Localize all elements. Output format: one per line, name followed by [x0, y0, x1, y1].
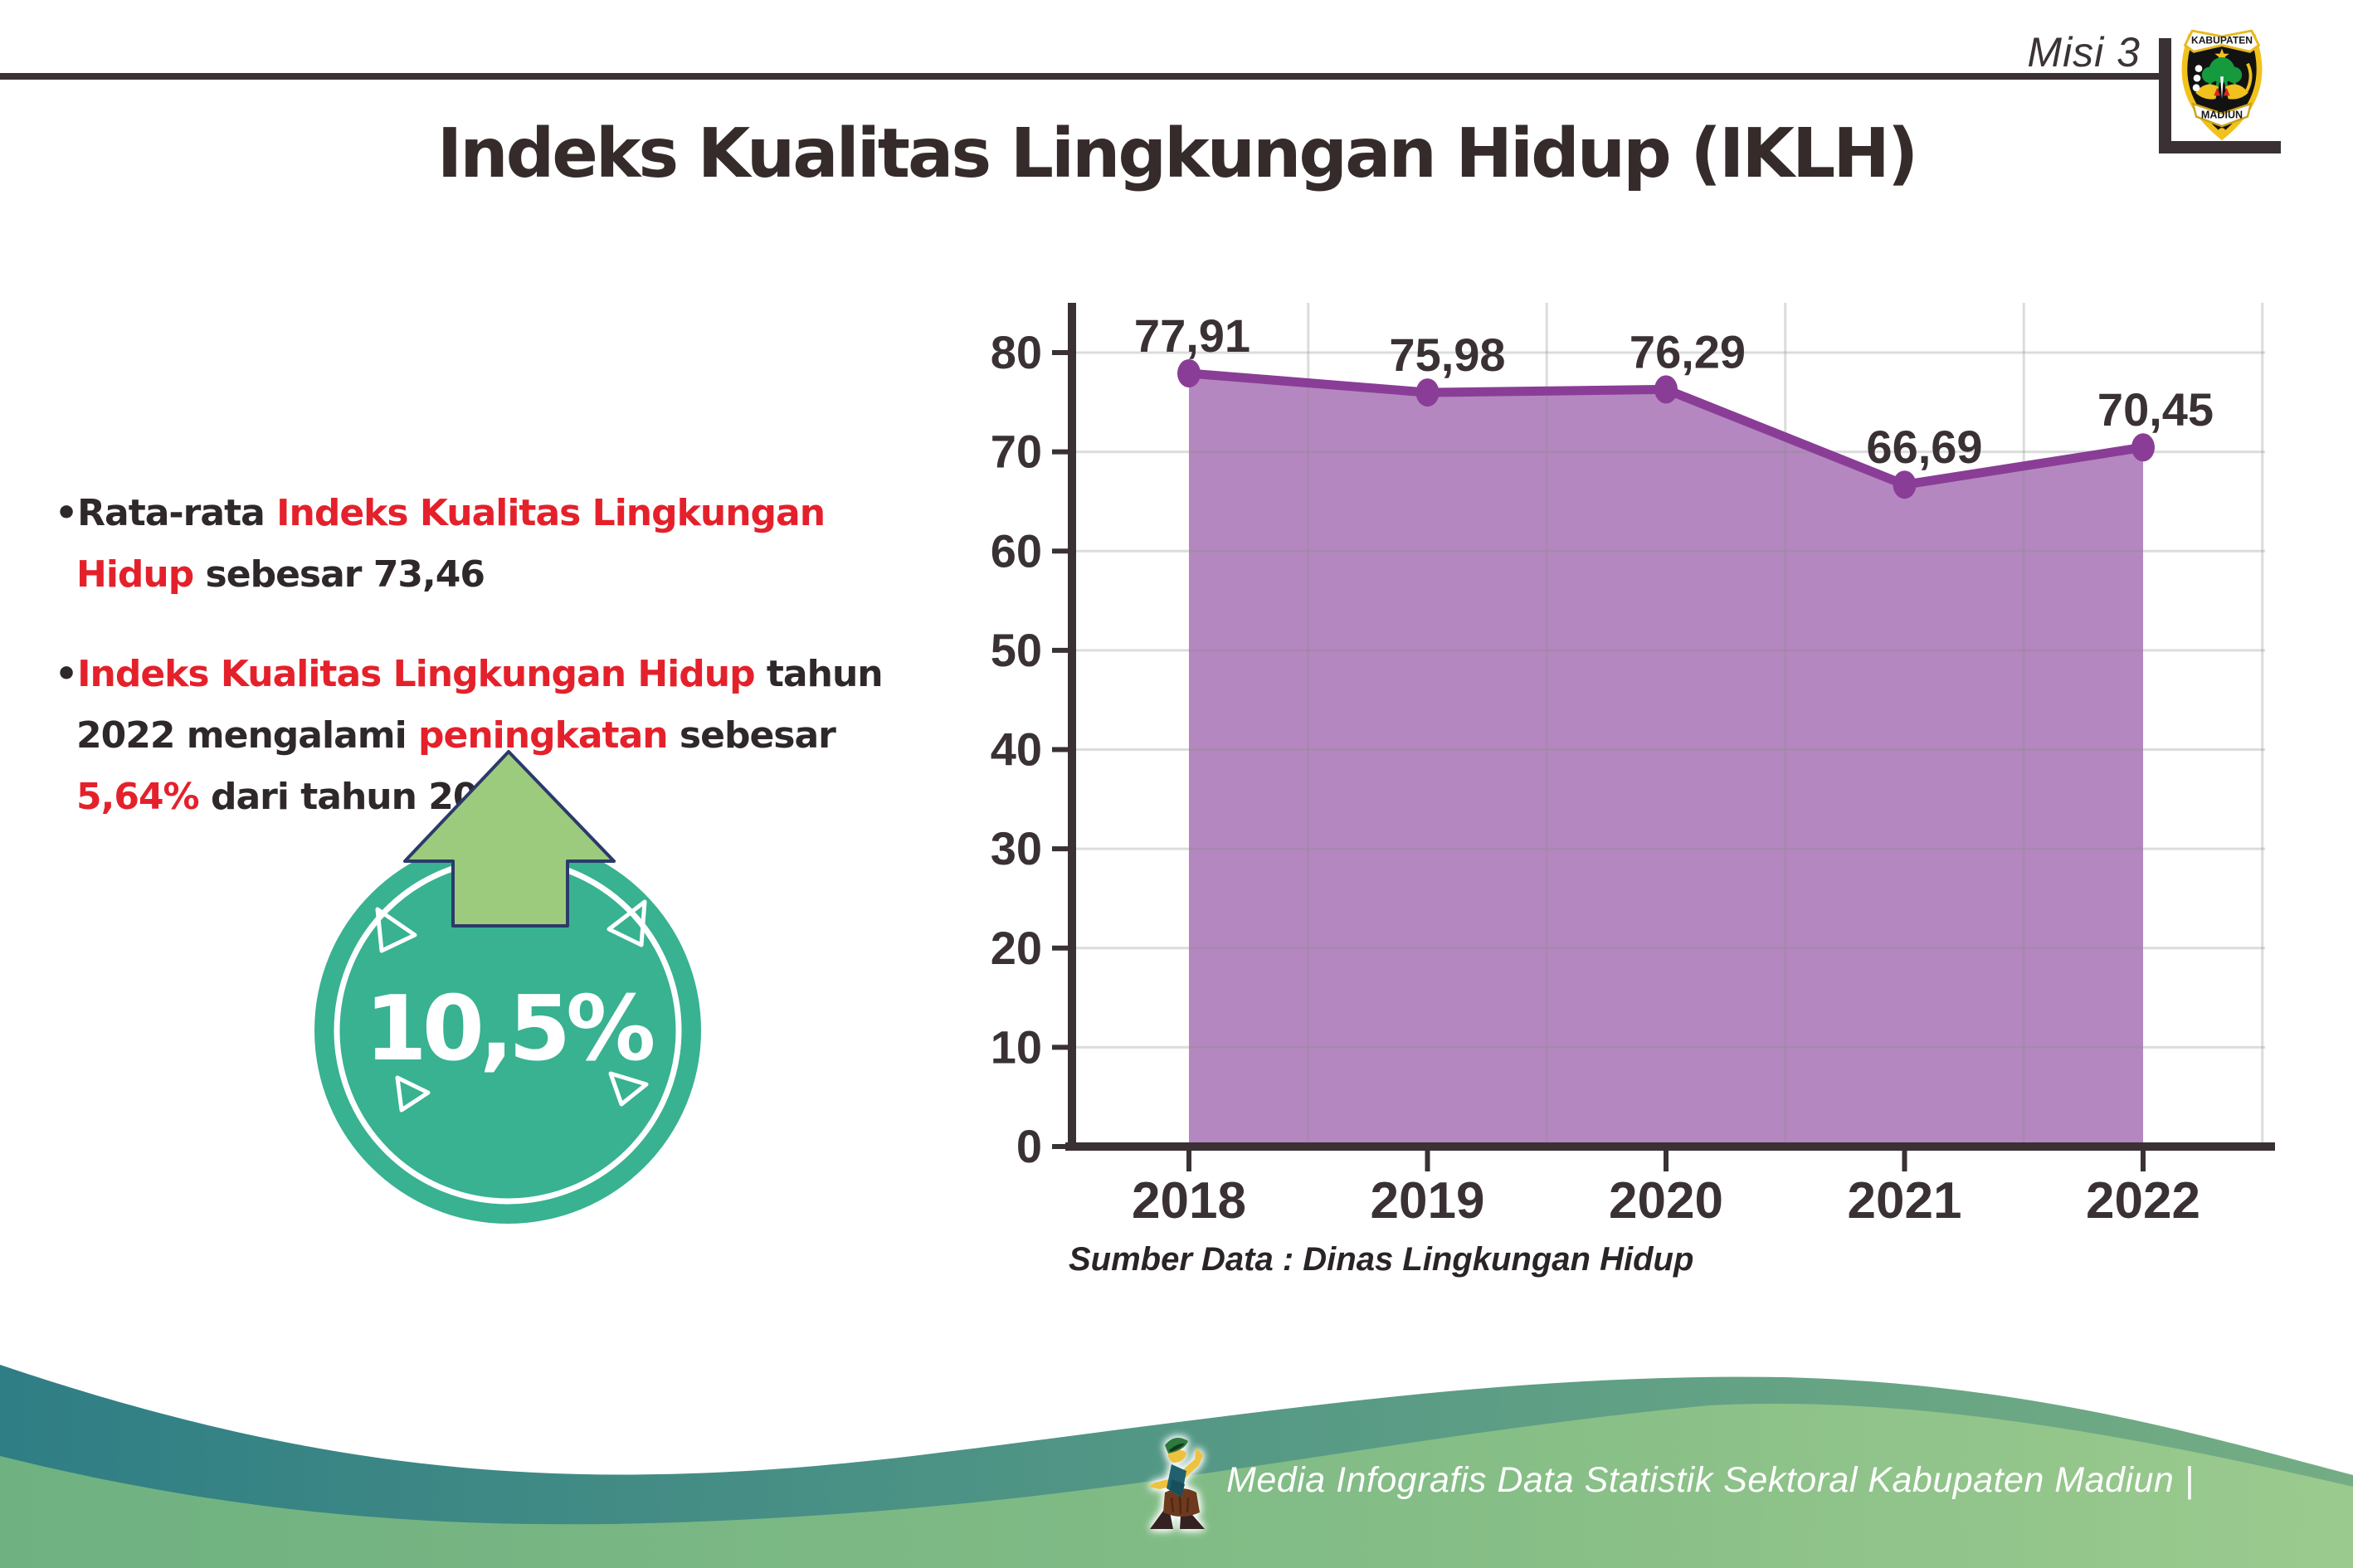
crest-cotton [2192, 65, 2203, 92]
x-tick-label: 2021 [1848, 1172, 1962, 1230]
data-point [2131, 433, 2155, 462]
y-tick-label: 0 [1016, 1120, 1042, 1172]
crest-bottom-text: MADIUN [2201, 110, 2243, 121]
y-tick-label: 10 [991, 1020, 1042, 1073]
bullet-marker: • [55, 492, 78, 534]
kabupaten-madiun-logo-icon: KABUPATEN MADIUN [2181, 29, 2263, 141]
data-point-label: 75,98 [1389, 329, 1505, 381]
data-point-label: 66,69 [1866, 421, 1982, 473]
data-point-label: 77,91 [1134, 309, 1250, 362]
bullet-list: •Rata-rata Indeks Kualitas Lingkungan Hi… [55, 483, 951, 866]
crest-bottom-emblem [2218, 128, 2226, 136]
bullet-item: •Indeks Kualitas Lingkungan Hidup tahun … [55, 644, 951, 828]
data-point-label: 76,29 [1630, 325, 1746, 377]
data-point [1177, 359, 1201, 388]
data-point [1893, 470, 1917, 499]
x-tick-label: 2022 [2086, 1172, 2200, 1230]
logo-bracket-horizontal [2159, 141, 2281, 153]
y-tick-label: 80 [991, 326, 1042, 378]
crest-bottom-ribbon [2191, 102, 2253, 128]
crest-star-icon [2214, 48, 2229, 62]
bullet-segment: Indeks Kualitas Lingkungan Hidup [77, 653, 755, 695]
y-tick-label: 40 [991, 723, 1042, 776]
bullet-segment: sebesar 73,46 [193, 553, 485, 596]
y-tick-label: 20 [991, 922, 1042, 974]
bullet-segment: Indeks Kualitas Lingkungan Hidup [76, 492, 826, 596]
bullet-segment: peningkatan [418, 714, 669, 757]
crest-top-ribbon [2183, 29, 2261, 53]
bullet-segment: sebesar [667, 714, 836, 757]
logo-bracket-vertical [2159, 38, 2171, 153]
data-point-label: 70,45 [2097, 383, 2214, 436]
x-tick-label: 2020 [1609, 1172, 1723, 1230]
footer-caption: Media Infografis Data Statistik Sektoral… [1226, 1460, 2195, 1500]
bullet-item: •Rata-rata Indeks Kualitas Lingkungan Hi… [55, 483, 951, 606]
bullet-segment: tahun 2022 mengalami [76, 653, 884, 757]
bullet-segment: 5,64% [76, 776, 200, 818]
page-title: Indeks Kualitas Lingkungan Hidup (IKLH) [436, 114, 1919, 193]
badge-value: 10,5% [364, 977, 656, 1081]
dancer-mascot-icon [1148, 1438, 1205, 1529]
misi-label: Misi 3 [2027, 29, 2141, 75]
y-tick-label: 60 [991, 524, 1042, 577]
y-tick-label: 70 [991, 426, 1042, 478]
source-note: Sumber Data : Dinas Lingkungan Hidup [1069, 1241, 1694, 1278]
crest-tree [2201, 57, 2243, 100]
area-fill [1189, 373, 2143, 1147]
y-tick-label: 30 [991, 822, 1042, 874]
data-point [1415, 378, 1440, 407]
header-rule [0, 73, 2159, 80]
crest-wings [2195, 84, 2248, 100]
crest-rice [2245, 62, 2253, 92]
trend-line [1184, 368, 2148, 489]
crest-top-text: KABUPATEN [2191, 35, 2253, 46]
x-tick-label: 2019 [1371, 1172, 1485, 1230]
y-tick-label: 50 [991, 624, 1042, 676]
bullet-segment: Rata-rata [77, 492, 277, 534]
bullet-marker: • [55, 653, 78, 695]
data-point [1654, 375, 1678, 404]
bullet-segment: dari tahun 2021 [198, 776, 528, 818]
x-tick-label: 2018 [1132, 1172, 1246, 1230]
